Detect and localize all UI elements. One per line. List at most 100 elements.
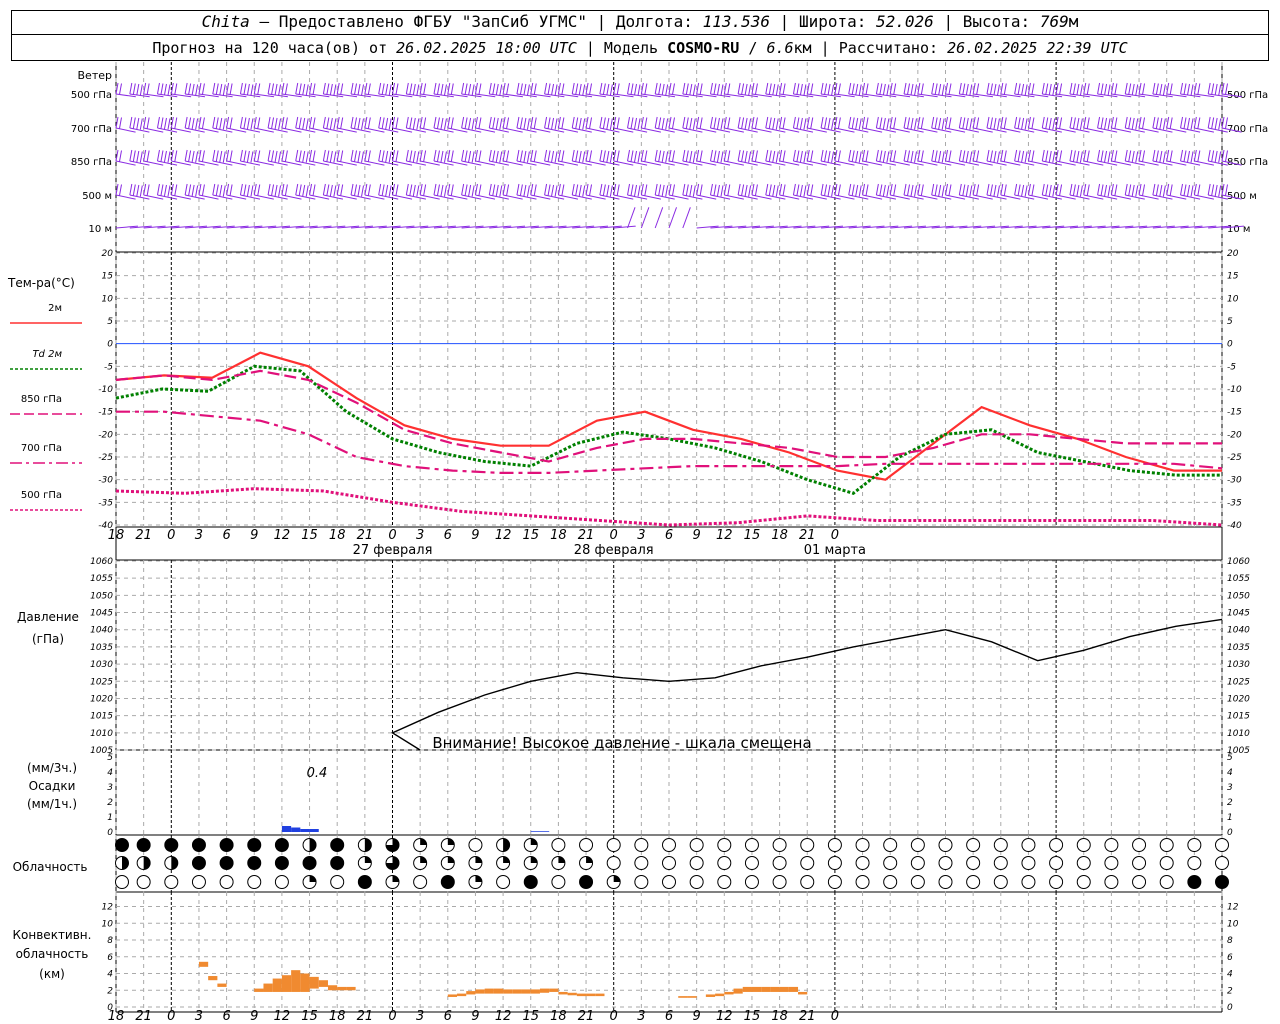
convective-bar	[309, 976, 319, 989]
cloud-cover-symbol	[551, 875, 566, 889]
wind-barb-feather	[388, 84, 392, 96]
wind-barb-feather	[882, 150, 886, 163]
wind-barb-feather	[367, 150, 371, 162]
wind-barb-feather	[858, 151, 862, 163]
wind-barb-feather	[1017, 150, 1021, 162]
wind-barb-feather	[1135, 118, 1139, 130]
wind-barb-feather	[309, 183, 313, 196]
wind-barb	[433, 160, 454, 166]
wind-barb	[115, 93, 136, 98]
wind-barb-feather	[692, 151, 696, 163]
wind-barb-feather	[1211, 117, 1215, 129]
cloud-cover-symbol	[164, 875, 179, 889]
wind-barb-feather	[993, 83, 997, 96]
precip-tick: 0	[107, 828, 113, 838]
convective-bar	[678, 996, 688, 998]
wind-barb	[392, 93, 413, 98]
wind-barb-feather	[1152, 82, 1156, 95]
wind-barb-feather	[634, 117, 638, 130]
cloud-cover-symbol	[800, 856, 815, 870]
wind-barb-feather	[741, 150, 745, 162]
wind-barb-feather	[613, 183, 617, 196]
wind-barb-feather	[1166, 116, 1170, 129]
wind-barb-feather	[146, 184, 150, 196]
cloud-three-quarter-fill	[386, 856, 399, 870]
wind-barb-feather	[851, 150, 855, 162]
wind-barb-feather	[855, 184, 859, 197]
wind-barb-feather	[163, 83, 167, 96]
wind-barb-feather	[326, 117, 330, 129]
cloud-cover-symbol	[440, 875, 455, 889]
wind-barb-feather	[744, 150, 748, 163]
cloud-cover-symbol	[827, 875, 842, 889]
wind-barb-feather	[796, 184, 800, 196]
wind-barb-feather	[378, 82, 382, 95]
wind-barb-feather	[917, 82, 921, 95]
wind-barb-feather	[824, 83, 828, 95]
wind-barb	[198, 93, 219, 98]
wind-barb-feather	[364, 82, 368, 95]
wind-barb-feather	[1187, 150, 1191, 163]
wind-barb-feather	[907, 83, 911, 95]
wind-barb-feather	[388, 185, 392, 197]
convective-bar	[530, 989, 540, 994]
wind-barb-feather	[554, 118, 558, 130]
wind-barb	[1028, 160, 1049, 166]
wind-barb-feather	[381, 184, 385, 196]
wind-barb	[931, 93, 952, 98]
wind-barb-feather	[862, 116, 866, 129]
wind-barb-feather	[824, 150, 828, 162]
wind-barb	[433, 194, 454, 200]
wind-barb-feather	[243, 117, 247, 129]
wind-barb-feather	[198, 116, 202, 129]
wind-barb	[267, 194, 288, 200]
wind-barb-feather	[561, 117, 565, 129]
wind-barb-feather	[191, 83, 195, 96]
cloud-cover-symbol	[523, 875, 538, 889]
wind-barb	[558, 225, 581, 229]
wind-barb-feather	[1021, 184, 1025, 197]
wind-barb	[226, 127, 247, 133]
wind-barb-feather	[1142, 117, 1146, 129]
wind-barb-feather	[1207, 116, 1211, 129]
legend-label: 500 гПа	[21, 490, 62, 501]
convective-bar	[457, 993, 467, 997]
wind-barb-feather	[561, 150, 565, 162]
hour-tick-label: 21	[799, 1009, 816, 1024]
wind-barb-feather	[1166, 183, 1170, 196]
wind-barb-feather	[1052, 84, 1056, 96]
cloud-cover-symbol	[910, 838, 925, 852]
wind-barb	[171, 194, 191, 200]
wind-barb-feather	[820, 116, 824, 129]
wind-barb-feather	[274, 150, 278, 163]
wind-barb-feather	[1086, 117, 1090, 129]
wind-barb-feather	[533, 184, 537, 196]
wind-barb	[668, 127, 689, 133]
alt-label: Высота:	[962, 12, 1031, 31]
convective-bar	[539, 988, 550, 993]
wind-barb-feather	[132, 150, 136, 162]
wind-barb	[903, 160, 924, 166]
wind-barb	[1125, 93, 1146, 98]
wind-barb-feather	[713, 117, 717, 129]
wind-barb-feather	[440, 117, 444, 130]
wind-barb-feather	[191, 117, 195, 130]
wind-barb-feather	[1072, 150, 1076, 162]
cloud-cover-symbol	[330, 875, 345, 889]
temp-tick: 20	[1227, 249, 1239, 259]
wind-barb-feather	[1162, 118, 1166, 130]
wind-barb-feather	[350, 116, 354, 129]
wind-barb-feather	[720, 151, 724, 163]
wind-barb-feather	[754, 83, 758, 95]
wind-barb-feather	[243, 83, 247, 95]
wind-barb-feather	[744, 117, 748, 130]
wind-barb	[1083, 127, 1104, 133]
wind-barb	[447, 225, 470, 229]
wind-barb-feather	[1128, 117, 1132, 129]
wind-barb	[364, 225, 387, 229]
hour-tick-label: 15	[301, 1009, 318, 1024]
wind-barb-feather	[416, 118, 420, 130]
temp-tick: -20	[1227, 430, 1242, 440]
wind-barb-feather	[834, 183, 838, 196]
wind-barb-feather	[450, 83, 454, 95]
